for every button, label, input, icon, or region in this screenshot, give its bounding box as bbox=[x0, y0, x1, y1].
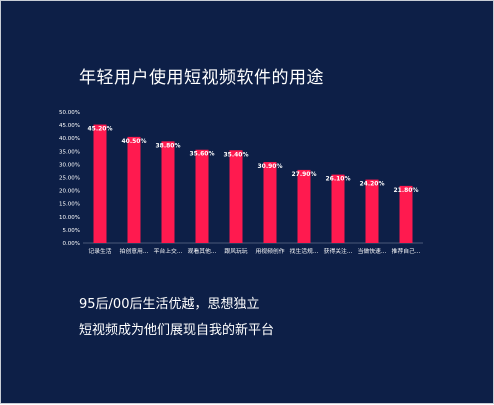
caption-line-1: 95后/00后生活优越，思想独立 bbox=[79, 297, 260, 312]
x-tick-label: 获得关注... bbox=[324, 247, 353, 255]
x-tick-label: 记录生活 bbox=[88, 247, 111, 255]
bar bbox=[365, 179, 379, 243]
y-tick-label: 10.00% bbox=[59, 215, 80, 221]
x-tick-label: 观看其他... bbox=[188, 247, 217, 255]
bar bbox=[399, 185, 413, 243]
caption-line-2: 短视频成为他们展现自我的新平台 bbox=[79, 323, 275, 338]
data-label: 21.80% bbox=[394, 187, 419, 194]
x-tick-label: 推荐自己... bbox=[392, 247, 421, 255]
x-tick-label: 当做快速... bbox=[358, 247, 387, 255]
y-tick-label: 0.00% bbox=[63, 241, 80, 247]
x-tick-label: 平台上交... bbox=[154, 247, 183, 255]
y-axis: 0.00% 5.00% 10.00% 15.00% 20.00% 25.00% 30.00%… bbox=[59, 110, 80, 247]
data-label: 40.50% bbox=[122, 138, 147, 145]
y-tick-label: 20.00% bbox=[59, 189, 80, 195]
category-labels: 记录生活 拍创意用... 平台上交... 观看其他... 跟风玩玩 用视频创作 找生活规..… bbox=[88, 247, 420, 255]
data-label: 30.90% bbox=[258, 163, 283, 170]
y-tick-label: 5.00% bbox=[63, 228, 80, 234]
bars bbox=[93, 124, 413, 243]
data-label: 24.20% bbox=[360, 181, 385, 188]
x-tick-label: 用视频创作 bbox=[256, 247, 285, 255]
slide-title: 年轻用户使用短视频软件的用途 bbox=[79, 68, 324, 88]
y-tick-label: 15.00% bbox=[59, 202, 80, 208]
y-tick-label: 35.00% bbox=[59, 149, 80, 155]
bar bbox=[297, 169, 311, 243]
y-tick-label: 30.00% bbox=[59, 162, 80, 168]
bar bbox=[263, 162, 277, 243]
data-label: 45.20% bbox=[88, 126, 113, 133]
bar bbox=[161, 141, 175, 243]
y-tick-label: 25.00% bbox=[59, 176, 80, 182]
data-label: 35.60% bbox=[190, 151, 215, 158]
x-tick-label: 跟风玩玩 bbox=[224, 248, 247, 255]
bar bbox=[93, 124, 107, 243]
data-label: 38.80% bbox=[156, 142, 181, 149]
bar bbox=[331, 174, 345, 243]
bar bbox=[127, 136, 141, 243]
bar bbox=[229, 150, 243, 243]
x-tick-label: 拍创意用... bbox=[120, 247, 149, 255]
data-label: 26.10% bbox=[326, 176, 351, 183]
data-label: 27.90% bbox=[292, 171, 317, 178]
data-label: 35.40% bbox=[224, 151, 249, 158]
bar bbox=[195, 149, 209, 243]
value-labels: 45.20% 40.50% 38.80% 35.60% 35.40% 30.90% 27.9… bbox=[88, 126, 419, 194]
y-tick-label: 50.00% bbox=[59, 110, 80, 116]
y-tick-label: 45.00% bbox=[59, 123, 80, 129]
y-tick-label: 40.00% bbox=[59, 136, 80, 142]
x-tick-label: 找生活规... bbox=[290, 247, 319, 255]
